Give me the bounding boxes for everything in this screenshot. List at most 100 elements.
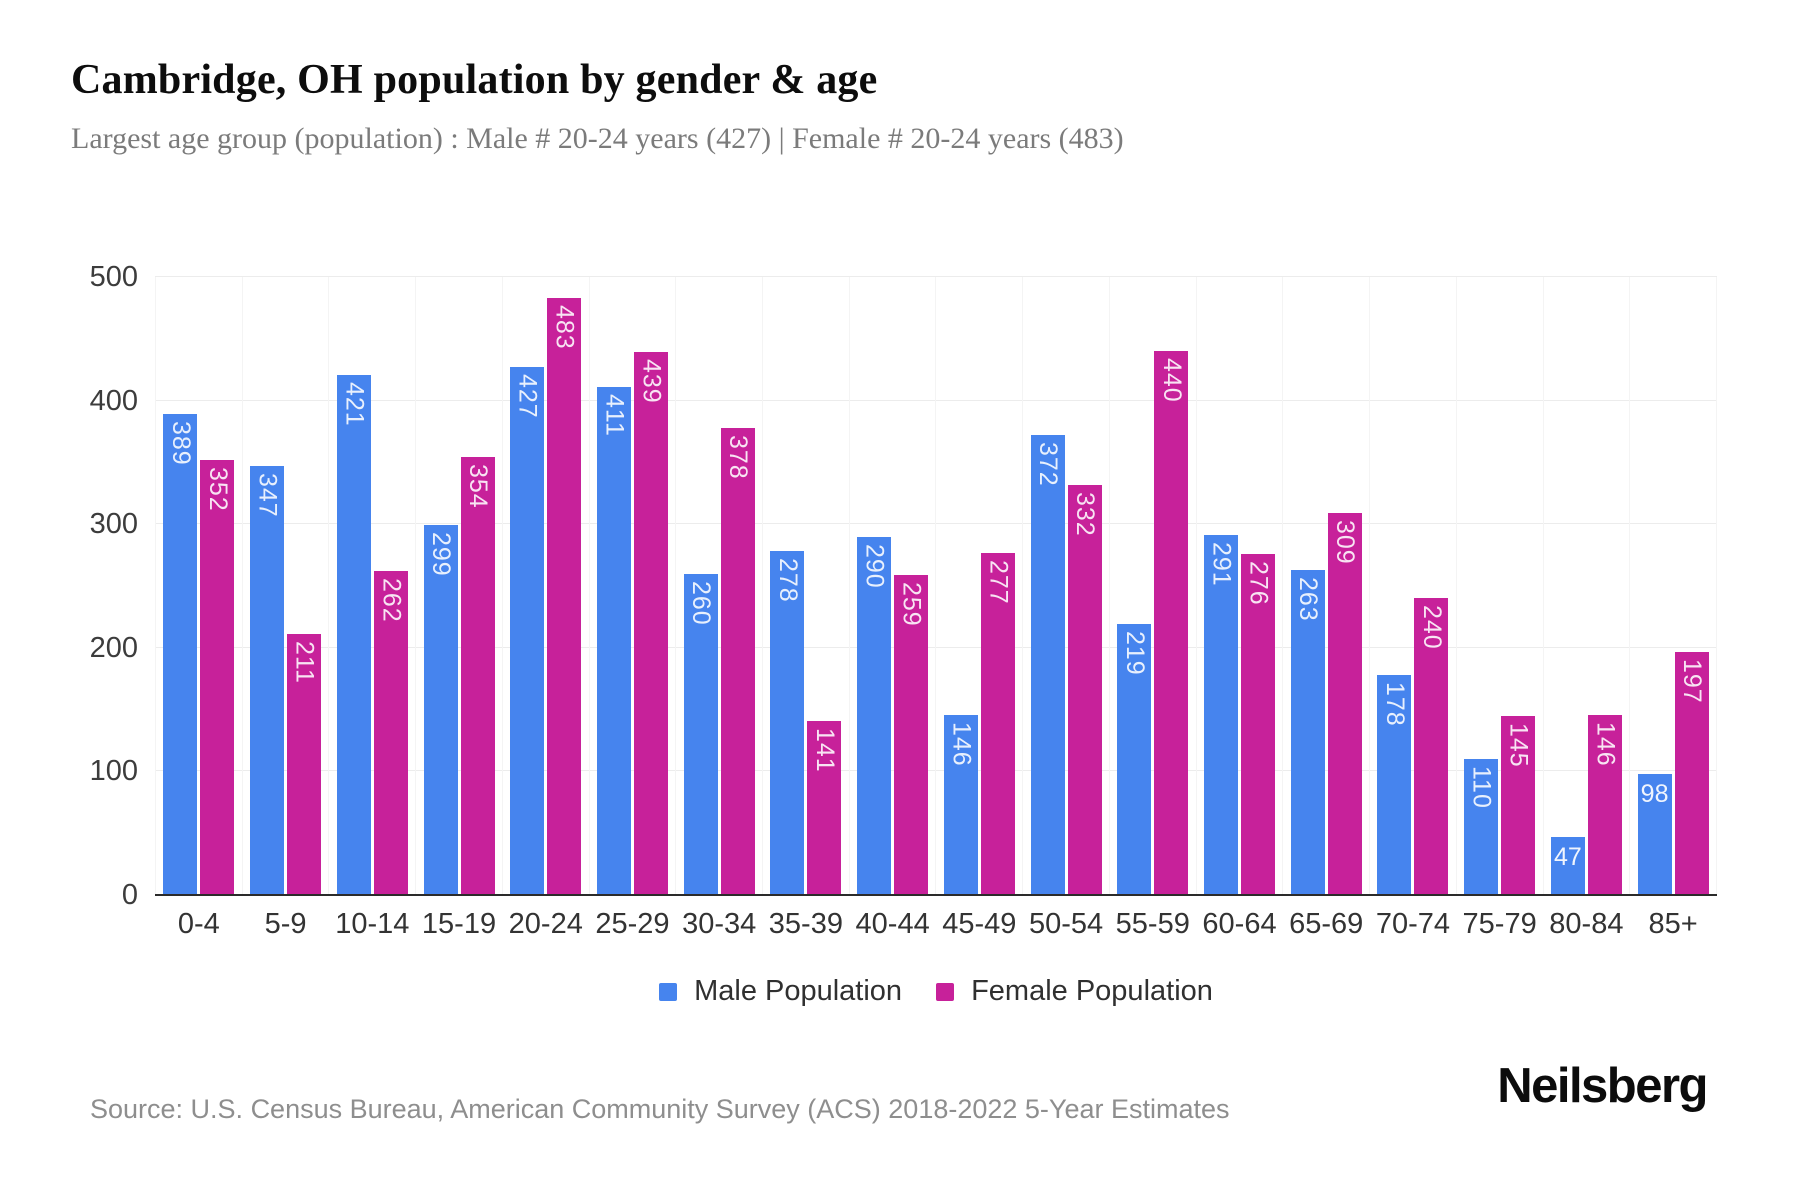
bar-value-label: 389 <box>166 421 195 466</box>
bar-group-5-9: 347 211 5-9 <box>241 277 329 940</box>
page-title: Cambridge, OH population by gender & age <box>71 57 878 103</box>
gridline-500 <box>155 276 1717 277</box>
bar-group-80-84: 47 146 80-84 <box>1542 277 1630 940</box>
x-axis-label-45-49: 45-49 <box>942 908 1017 940</box>
x-axis-label-10-14: 10-14 <box>335 908 410 940</box>
female-population-bar-85+[interactable]: 197 <box>1674 651 1709 895</box>
y-tick-label-100: 100 <box>89 755 138 788</box>
x-axis-label-60-64: 60-64 <box>1202 908 1277 940</box>
bar-group-40-44: 290 259 40-44 <box>848 277 936 940</box>
bar-value-label: 372 <box>1034 442 1063 487</box>
female-population-bar-70-74[interactable]: 240 <box>1414 598 1449 895</box>
x-axis-line <box>155 894 1717 896</box>
legend: Male Population Female Population <box>155 975 1717 1008</box>
bar-value-label: 411 <box>600 394 629 437</box>
bar-value-label: 439 <box>637 359 666 405</box>
legend-item-label: Male Population <box>694 975 903 1007</box>
bar-value-label: 260 <box>687 580 716 626</box>
brand-logo: Neilsberg <box>1497 1059 1708 1113</box>
female-population-bar-60-64[interactable]: 276 <box>1240 553 1275 895</box>
female-population-bar-10-14[interactable]: 262 <box>373 571 408 895</box>
bar-value-label: 276 <box>1244 560 1273 606</box>
male-population-bar-60-64[interactable]: 291 <box>1203 535 1238 895</box>
bar-value-label: 378 <box>724 434 753 480</box>
x-axis-label-30-34: 30-34 <box>682 908 757 940</box>
bar-value-label: 211 <box>290 641 319 685</box>
female-population-bar-0-4[interactable]: 352 <box>200 459 235 895</box>
male-population-bar-70-74[interactable]: 178 <box>1377 675 1412 895</box>
female-population-bar-35-39[interactable]: 141 <box>807 720 842 895</box>
male-population-bar-45-49[interactable]: 146 <box>943 714 978 895</box>
bar-group-20-24: 427 483 20-24 <box>501 277 589 940</box>
male-population-bar-30-34[interactable]: 260 <box>683 573 718 895</box>
male-population-bar-0-4[interactable]: 389 <box>163 414 198 895</box>
female-population-bar-45-49[interactable]: 277 <box>980 552 1015 895</box>
male-population-bar-40-44[interactable]: 290 <box>857 536 892 895</box>
female-population-bar-50-54[interactable]: 332 <box>1067 484 1102 895</box>
x-axis-label-75-79: 75-79 <box>1462 908 1537 940</box>
bar-group-60-64: 291 276 60-64 <box>1195 277 1283 940</box>
legend-item-label: Female Population <box>971 975 1213 1007</box>
male-population-bar-75-79[interactable]: 110 <box>1464 759 1499 895</box>
bar-value-label: 219 <box>1120 631 1149 677</box>
bar-group-65-69: 263 309 65-69 <box>1282 277 1369 940</box>
x-axis-label-85+: 85+ <box>1648 908 1698 940</box>
bar-group-50-54: 372 332 50-54 <box>1022 277 1109 940</box>
male-population-bar-20-24[interactable]: 427 <box>510 367 545 895</box>
bar-groups: 389 352 0-4 347 211 5-9 421 262 10-14 299 354 15-19… <box>155 277 1717 940</box>
bar-value-label: 240 <box>1417 605 1446 651</box>
male-population-bar-5-9[interactable]: 347 <box>250 466 285 895</box>
bar-group-55-59: 219 440 55-59 <box>1108 277 1196 940</box>
male-population-bar-25-29[interactable]: 411 <box>596 387 631 895</box>
female-population-bar-25-29[interactable]: 439 <box>633 352 668 895</box>
male-population-bar-85+[interactable]: 98 <box>1637 773 1672 895</box>
male-population-bar-65-69[interactable]: 263 <box>1290 569 1325 895</box>
y-tick-label-0: 0 <box>121 879 138 911</box>
female-population-bar-15-19[interactable]: 354 <box>460 457 495 895</box>
plot-area: 389 352 0-4 347 211 5-9 421 262 10-14 299 354 15-19… <box>155 276 1717 940</box>
bar-group-30-34: 260 378 30-34 <box>675 277 762 940</box>
bar-value-label: 146 <box>1591 721 1620 767</box>
male-population-bar-15-19[interactable]: 299 <box>423 525 458 895</box>
y-axis: 0 100 200 300 400 500 <box>0 261 138 911</box>
male-population-bar-50-54[interactable]: 372 <box>1030 435 1065 895</box>
female-population-bar-30-34[interactable]: 378 <box>720 427 755 895</box>
legend-swatch-icon <box>659 982 678 1001</box>
bar-value-label: 197 <box>1678 658 1707 704</box>
bar-value-label: 259 <box>897 581 926 627</box>
male-population-bar-80-84[interactable]: 47 <box>1550 836 1585 895</box>
bar-value-label: 146 <box>947 721 976 767</box>
bar-value-label: 141 <box>810 727 839 773</box>
legend-item-female-population[interactable]: Female Population <box>936 975 1213 1008</box>
female-population-bar-75-79[interactable]: 145 <box>1501 715 1536 895</box>
bar-value-label: 290 <box>860 543 889 589</box>
y-tick-label-300: 300 <box>89 508 138 541</box>
x-axis-label-55-59: 55-59 <box>1115 908 1190 940</box>
x-axis-label-50-54: 50-54 <box>1028 908 1104 940</box>
x-axis-label-0-4: 0-4 <box>177 908 220 940</box>
female-population-bar-55-59[interactable]: 440 <box>1154 351 1189 895</box>
female-population-bar-65-69[interactable]: 309 <box>1327 513 1362 895</box>
y-tick-label-500: 500 <box>89 261 138 293</box>
bar-group-70-74: 178 240 70-74 <box>1369 277 1456 940</box>
x-axis-label-5-9: 5-9 <box>264 908 307 940</box>
x-axis-label-65-69: 65-69 <box>1289 908 1364 940</box>
bar-value-label: 332 <box>1071 491 1100 537</box>
bar-group-15-19: 299 354 15-19 <box>415 277 502 940</box>
x-axis-label-20-24: 20-24 <box>508 908 583 940</box>
bar-value-label: 110 <box>1467 766 1496 809</box>
female-population-bar-40-44[interactable]: 259 <box>894 574 929 895</box>
bar-group-25-29: 411 439 25-29 <box>588 277 676 940</box>
legend-item-male-population[interactable]: Male Population <box>659 975 902 1008</box>
female-population-bar-80-84[interactable]: 146 <box>1587 714 1622 895</box>
bar-value-label: 299 <box>427 532 456 578</box>
bar-value-label: 483 <box>550 305 579 350</box>
x-axis-label-40-44: 40-44 <box>855 908 930 940</box>
female-population-bar-5-9[interactable]: 211 <box>287 634 322 895</box>
male-population-bar-10-14[interactable]: 421 <box>336 374 371 895</box>
male-population-bar-55-59[interactable]: 219 <box>1117 624 1152 895</box>
male-population-bar-35-39[interactable]: 278 <box>770 551 805 895</box>
bar-value-label: 278 <box>773 558 802 604</box>
female-population-bar-20-24[interactable]: 483 <box>547 298 582 895</box>
source-text: Source: U.S. Census Bureau, American Com… <box>90 1094 1230 1124</box>
